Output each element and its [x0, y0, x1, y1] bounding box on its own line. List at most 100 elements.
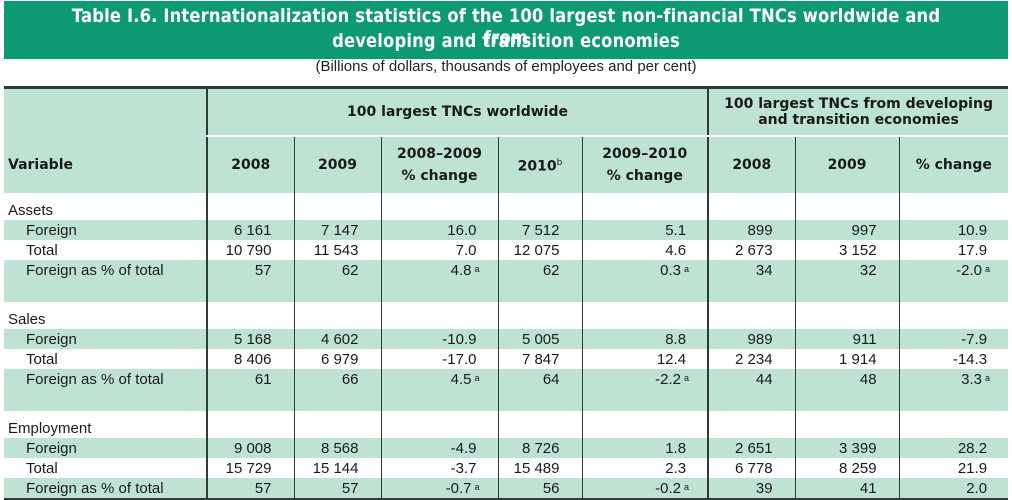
spacer-cell — [898, 418, 1009, 438]
change-2009-2010: 4.6 — [665, 241, 687, 259]
dev-value-2009-cell: 911 — [794, 329, 900, 349]
value-2010-cell: 12 075 — [497, 240, 582, 260]
spacer-cell — [794, 193, 900, 200]
table-title-banner: Table I.6. Internationalization statisti… — [0, 0, 1012, 80]
spacer-cell — [380, 302, 498, 309]
change-2009-2010-cell: 5.1 — [581, 220, 709, 240]
value-2010: 15 489 — [513, 459, 560, 477]
change-2008-2009: -4.9 — [450, 439, 477, 457]
table-title-line1: Table I.6. Internationalization statisti… — [71, 5, 941, 49]
dev-change: 21.9 — [957, 459, 988, 477]
footnote-marker: a — [474, 481, 480, 492]
spacer-cell — [707, 389, 796, 411]
spacer-cell — [206, 193, 294, 200]
spacer-cell — [707, 193, 796, 200]
spacer-band-row — [4, 280, 1009, 302]
dev-value-2009-cell: 41 — [794, 478, 900, 499]
dev-value-2008-cell: 2 651 — [707, 438, 796, 458]
value-2009: 6 979 — [320, 350, 359, 368]
spacer-cell — [206, 309, 294, 329]
section-header-row: Assets — [4, 200, 1009, 220]
table-row: Foreign 5 168 4 602 -10.9 5 005 8.8 989 911 -7.9 — [4, 329, 1009, 349]
spacer-row — [4, 193, 1009, 200]
change-2008-2009-cell: -17.0 — [380, 349, 498, 369]
footnote-marker: a — [985, 372, 991, 383]
dev-change-cell: 10.9 — [898, 220, 1009, 240]
value-2008-cell: 57 — [206, 478, 294, 499]
value-2010: 7 512 — [521, 221, 560, 239]
spacer-cell — [497, 309, 582, 329]
header-change-label-1: % change — [401, 168, 478, 184]
section-label: Assets — [4, 200, 207, 220]
value-2008: 61 — [254, 370, 272, 388]
footnote-marker: a — [985, 263, 991, 274]
spacer-cell — [581, 411, 709, 418]
row-label-cell: Foreign — [4, 438, 207, 458]
spacer-cell — [581, 302, 709, 309]
dev-value-2009: 41 — [859, 479, 877, 497]
dev-change: 2.0 — [966, 479, 988, 497]
dev-value-2008: 989 — [747, 330, 773, 348]
dev-change-cell: 17.9 — [898, 240, 1009, 260]
value-2010: 64 — [542, 370, 560, 388]
table-row: Foreign as % of total 57 62 4.8 a 62 0.3 a 34 32-… — [4, 260, 1009, 280]
change-2009-2010-cell: 0.3 a — [581, 260, 709, 280]
change-2009-2010: 1.8 — [665, 439, 687, 457]
spacer-cell — [380, 309, 498, 329]
row-label: Foreign — [26, 330, 77, 348]
change-2008-2009-cell: -4.9 — [380, 438, 498, 458]
dev-value-2008: 2 673 — [735, 241, 773, 259]
header-2008-2009-change: 2008–2009 % change — [380, 136, 498, 193]
change-2009-2010: 8.8 — [665, 330, 687, 348]
row-label-cell: Foreign — [4, 329, 207, 349]
dev-value-2008: 899 — [747, 221, 773, 239]
row-label: Foreign — [26, 439, 77, 457]
dev-value-2009: 3 399 — [839, 439, 877, 457]
change-2009-2010-cell: 1.8 — [581, 438, 709, 458]
spacer-cell — [4, 280, 207, 302]
header-2010-label: 2010 — [517, 158, 557, 175]
section-header-row: Sales — [4, 309, 1009, 329]
spacer-cell — [794, 200, 900, 220]
value-2010: 5 005 — [521, 330, 560, 348]
spacer-cell — [898, 302, 1009, 309]
change-2008-2009: 7.0 — [455, 241, 477, 259]
dev-change-cell: 21.9 — [898, 458, 1009, 478]
header-variable: Variable — [4, 136, 207, 193]
spacer-cell — [794, 280, 900, 302]
value-2009: 66 — [341, 370, 359, 388]
value-2009-cell: 4 602 — [293, 329, 381, 349]
spacer-cell — [206, 411, 294, 418]
dev-value-2008-cell: 39 — [707, 478, 796, 499]
row-label-cell: Foreign — [4, 220, 207, 240]
change-2008-2009-cell: 16.0 — [380, 220, 498, 240]
spacer-cell — [707, 280, 796, 302]
value-2008-cell: 10 790 — [206, 240, 294, 260]
spacer-cell — [497, 418, 582, 438]
header-2008-2009-label: 2008–2009 — [397, 146, 482, 162]
spacer-cell — [206, 280, 294, 302]
dev-value-2009-cell: 3 152 — [794, 240, 900, 260]
spacer-band-row — [4, 389, 1009, 411]
change-2009-2010: 12.4 — [656, 350, 687, 368]
spacer-cell — [794, 418, 900, 438]
spacer-cell — [4, 302, 207, 309]
spacer-cell — [293, 309, 381, 329]
dev-change: 17.9 — [957, 241, 988, 259]
spacer-cell — [497, 280, 582, 302]
change-2008-2009-cell: -0.7 a — [380, 478, 498, 499]
spacer-cell — [707, 411, 796, 418]
dev-value-2008-cell: 34 — [707, 260, 796, 280]
spacer-cell — [581, 309, 709, 329]
spacer-cell — [794, 411, 900, 418]
row-label: Foreign as % of total — [26, 261, 164, 279]
value-2008-cell: 5 168 — [206, 329, 294, 349]
change-2009-2010-cell: 12.4 — [581, 349, 709, 369]
spacer-cell — [497, 193, 582, 200]
value-2010-cell: 7 512 — [497, 220, 582, 240]
dev-value-2008: 2 234 — [735, 350, 773, 368]
value-2008-cell: 9 008 — [206, 438, 294, 458]
dev-value-2009-cell: 8 259 — [794, 458, 900, 478]
value-2010: 56 — [542, 479, 560, 497]
row-label-cell: Foreign as % of total — [4, 369, 207, 389]
